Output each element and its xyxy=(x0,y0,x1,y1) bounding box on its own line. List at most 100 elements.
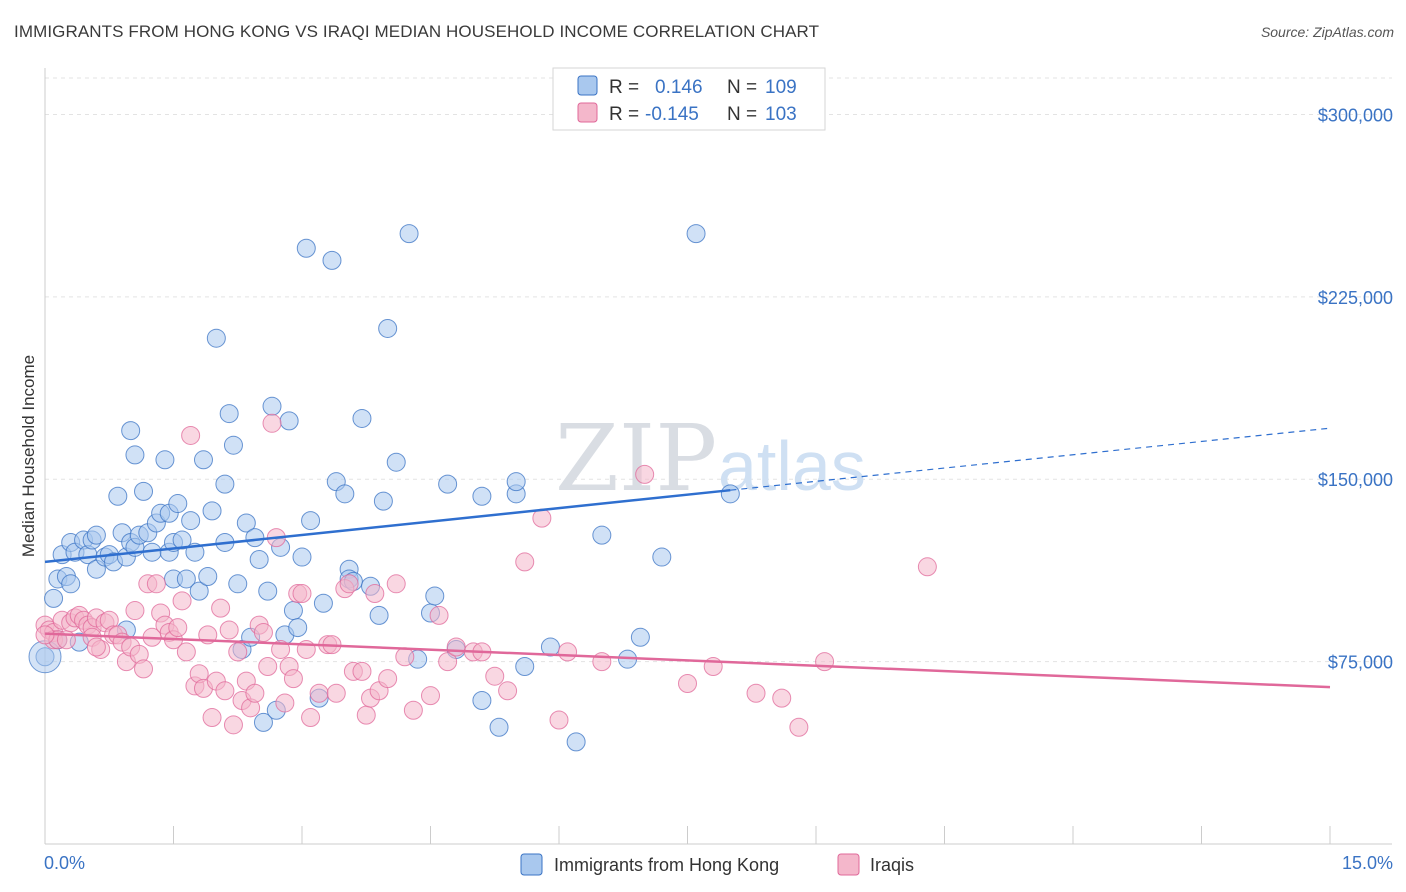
iraqis-point-98 xyxy=(772,688,792,708)
legend-n-label-1: N = xyxy=(727,77,757,98)
iraqis-point-45 xyxy=(219,620,239,640)
hong-kong-point-42 xyxy=(189,581,209,601)
iraqis-point-77 xyxy=(378,669,398,689)
iraqis-point-94 xyxy=(635,464,655,484)
hong-kong-point-40 xyxy=(181,511,201,531)
trend-lines xyxy=(44,427,1331,689)
iraqis-point-25 xyxy=(134,659,154,679)
iraqis-point-46 xyxy=(223,715,243,735)
iraqis-point-33 xyxy=(168,618,188,638)
hong-kong-point-56 xyxy=(249,549,269,569)
watermark-zip: ZIP xyxy=(555,405,717,512)
iraqis-point-65 xyxy=(309,683,329,703)
bottom-legend-swatch-hong-kong xyxy=(520,853,543,876)
iraqis-point-101 xyxy=(917,557,937,577)
hong-kong-point-51 xyxy=(228,574,248,594)
chart-title: IMMIGRANTS FROM HONG KONG VS IRAQI MEDIA… xyxy=(14,22,820,41)
iraqis-point-87 xyxy=(485,666,505,686)
watermark-atlas: atlas xyxy=(718,427,866,505)
hong-kong-point-83 xyxy=(399,224,419,244)
hong-kong-point-66 xyxy=(292,547,312,567)
bottom-legend-iraqis: Iraqis xyxy=(870,855,914,875)
legend-n-value-1: 109 xyxy=(765,77,797,98)
hong-kong-point-14 xyxy=(86,525,106,545)
hong-kong-point-46 xyxy=(206,328,226,348)
hong-kong-point-32 xyxy=(155,450,175,470)
legend-n-value-2: 103 xyxy=(765,104,797,125)
hong-kong-point-64 xyxy=(283,601,303,621)
iraqis-point-82 xyxy=(429,605,449,625)
iraqis-point-70 xyxy=(339,574,359,594)
y-tick-labels: $75,000 $150,000 $225,000 $300,000 xyxy=(1318,105,1393,672)
hong-kong-point-18 xyxy=(108,486,128,506)
hong-kong-point-67 xyxy=(296,238,316,258)
iraqis-point-60 xyxy=(283,669,303,689)
legend-r-value-1: 0.146 xyxy=(655,77,703,98)
hong-kong-point-1 xyxy=(44,588,64,608)
hong-kong-point-89 xyxy=(472,691,492,711)
y-tick-label-0: $75,000 xyxy=(1328,653,1393,673)
hong-kong-point-23 xyxy=(121,421,141,441)
iraqis-point-51 xyxy=(245,683,265,703)
iraqis-point-92 xyxy=(558,642,578,662)
y-tick-label-1: $150,000 xyxy=(1318,470,1393,490)
hong-kong-point-91 xyxy=(489,717,509,737)
hong-kong-point-49 xyxy=(219,404,239,424)
gridlines xyxy=(45,77,1392,663)
iraqis-point-73 xyxy=(356,705,376,725)
iraqis-point-88 xyxy=(498,681,518,701)
hong-kong-point-27 xyxy=(134,481,154,501)
hong-kong-point-81 xyxy=(378,318,398,338)
hong-kong-point-25 xyxy=(125,445,145,465)
hong-kong-point-96 xyxy=(566,732,586,752)
iraqis-point-28 xyxy=(146,574,166,594)
iraqis-point-47 xyxy=(228,642,248,662)
y-axis-title: Median Household Income xyxy=(19,355,38,557)
iraqis-point-100 xyxy=(815,652,835,672)
iraqis-point-83 xyxy=(438,652,458,672)
hong-kong-point-6 xyxy=(61,574,81,594)
iraqis-point-72 xyxy=(352,661,372,681)
legend-n-label-2: N = xyxy=(727,104,757,125)
y-tick-label-2: $225,000 xyxy=(1318,288,1393,308)
hong-kong-point-38 xyxy=(172,530,192,550)
iraqis-point-81 xyxy=(421,686,440,706)
hong-kong-point-70 xyxy=(313,593,333,613)
iraqis-point-79 xyxy=(395,647,415,667)
hong-kong-point-45 xyxy=(202,501,222,521)
hong-kong-point-57 xyxy=(253,712,273,732)
iraqis-point-36 xyxy=(181,425,201,445)
iraqis-point-41 xyxy=(202,708,222,728)
iraqis-point-58 xyxy=(275,693,295,713)
legend-box xyxy=(552,67,826,131)
hong-kong-point-63 xyxy=(279,411,299,431)
trend-line-hong-kong xyxy=(44,488,731,564)
hong-kong-point-53 xyxy=(236,513,256,533)
bottom-legend-swatch-iraqis xyxy=(837,853,860,876)
hong-kong-point-68 xyxy=(301,511,321,531)
hong-kong-point-90 xyxy=(472,486,492,506)
legend-r-label-2: R = xyxy=(609,104,639,125)
legend-swatch-blue xyxy=(577,75,598,96)
iraqis-point-90 xyxy=(532,508,552,528)
iraqis-point-75 xyxy=(365,584,385,604)
iraqis-point-78 xyxy=(386,574,406,594)
hong-kong-point-80 xyxy=(373,491,393,511)
hong-kong-point-55 xyxy=(245,528,265,548)
hong-kong-point-94 xyxy=(515,656,535,676)
hong-kong-point-39 xyxy=(176,569,196,589)
legend-r-value-2: -0.145 xyxy=(645,104,699,125)
iraqis-point-103 xyxy=(86,637,106,657)
legend-r-label-1: R = xyxy=(609,77,639,98)
hong-kong-point-37 xyxy=(168,494,188,514)
hong-kong-point-99 xyxy=(630,627,650,647)
iraqis-point-62 xyxy=(292,584,312,604)
iraqis-point-84 xyxy=(446,637,466,657)
hong-kong-point-86 xyxy=(425,586,445,606)
iraqis-point-91 xyxy=(549,710,569,730)
iraqis-point-64 xyxy=(301,708,321,728)
hong-kong-point-59 xyxy=(262,396,282,416)
hong-kong-point-93 xyxy=(506,472,526,492)
hong-kong-point-102 xyxy=(720,484,740,504)
iraqis-point-35 xyxy=(176,642,196,662)
